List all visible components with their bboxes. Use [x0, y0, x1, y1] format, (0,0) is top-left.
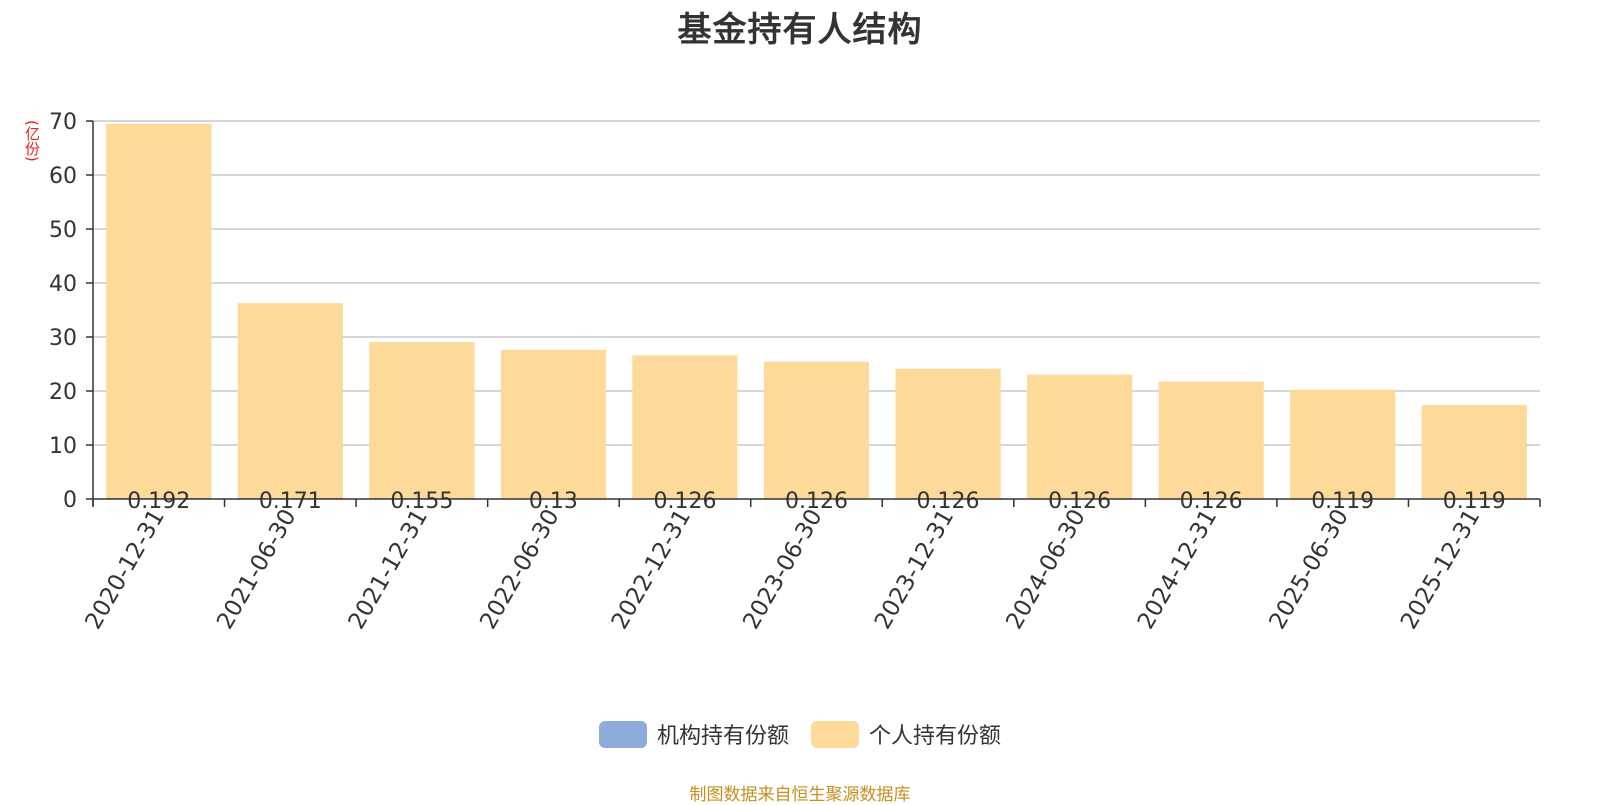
y-tick-label: 50	[49, 218, 77, 243]
bar-individual[interactable]	[895, 368, 1001, 499]
chart-title: 基金持有人结构	[677, 10, 923, 50]
x-tick-label: 2023-12-31	[870, 505, 959, 634]
legend-item-individual[interactable]: 个人持有份额	[811, 718, 1001, 750]
bars	[106, 123, 1527, 499]
data-label-institution: 0.155	[390, 489, 453, 514]
legend-swatch	[598, 720, 647, 748]
x-tick-label: 2023-06-30	[738, 505, 827, 634]
bar-individual[interactable]	[237, 303, 343, 499]
x-tick-label: 2021-12-31	[344, 505, 433, 634]
x-tick-label: 2020-12-31	[81, 505, 170, 634]
y-tick-label: 20	[49, 380, 77, 405]
bar-individual[interactable]	[632, 355, 738, 499]
y-tick-label: 40	[49, 272, 77, 297]
legend-label: 个人持有份额	[869, 724, 1002, 749]
legend-label: 机构持有份额	[656, 724, 789, 749]
y-tick-label: 10	[49, 434, 77, 459]
data-label-institution: 0.13	[529, 489, 578, 514]
data-label-institution: 0.126	[917, 489, 980, 514]
x-tick-label: 2024-12-31	[1133, 505, 1222, 634]
x-tick-label: 2025-12-31	[1396, 505, 1485, 634]
y-tick-label: 60	[49, 164, 77, 189]
bar-individual[interactable]	[106, 123, 212, 498]
x-tick-label: 2021-06-30	[212, 505, 301, 634]
x-tick-label: 2022-12-31	[607, 505, 696, 634]
data-source-note: 制图数据来自恒生聚源数据库	[689, 785, 911, 805]
y-tick-label: 70	[49, 110, 77, 135]
y-tick-label: 0	[63, 488, 77, 513]
bar-individual[interactable]	[1421, 404, 1527, 499]
data-label-institution: 0.119	[1443, 489, 1506, 514]
y-tick-label: 30	[49, 326, 77, 351]
data-label-institution: 0.171	[259, 489, 322, 514]
x-tick-label: 2025-06-30	[1265, 505, 1354, 634]
legend-swatch	[811, 720, 859, 748]
y-axis-label: (亿份)	[23, 120, 41, 162]
data-label-institution: 0.126	[1180, 489, 1243, 514]
data-label-institution: 0.126	[653, 489, 716, 514]
data-label-institution: 0.119	[1311, 489, 1374, 514]
data-labels: 0.192 0.171 0.155 0.13 0.126 0.126 0.126 0.126 0…	[127, 489, 1505, 514]
bar-individual[interactable]	[500, 349, 607, 499]
legend: 机构持有份额 个人持有份额	[0, 718, 1600, 750]
x-tick-label: 2024-06-30	[1001, 505, 1090, 634]
data-label-institution: 0.126	[1048, 489, 1111, 514]
data-label-institution: 0.126	[785, 489, 848, 514]
bar-individual[interactable]	[1026, 374, 1133, 499]
legend-item-institution[interactable]: 机构持有份额	[598, 718, 789, 750]
data-label-institution: 0.192	[127, 489, 190, 514]
bar-individual[interactable]	[1158, 381, 1264, 499]
bar-individual[interactable]	[763, 361, 870, 499]
bar-individual[interactable]	[369, 342, 475, 499]
x-tick-label: 2022-06-30	[475, 505, 564, 634]
bar-individual[interactable]	[1290, 389, 1396, 499]
